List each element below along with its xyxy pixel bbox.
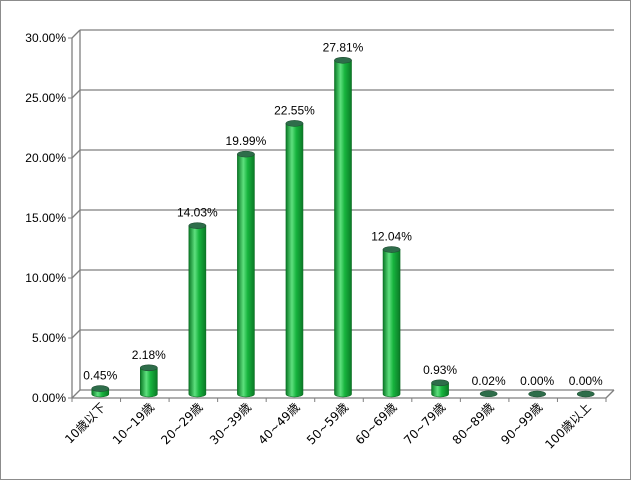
- data-label: 0.45%: [83, 369, 117, 383]
- x-category-label: 100歳以上: [542, 400, 594, 452]
- x-category-label: 40~49歳: [255, 400, 302, 447]
- x-category-label: 10歳以下: [62, 400, 108, 446]
- gridline-side: [71, 89, 81, 99]
- bar-body: [382, 249, 401, 398]
- data-label: 2.18%: [132, 348, 166, 362]
- bar: [528, 390, 546, 398]
- x-axis-category-labels: 10歳以下 10~19歳 20~29歳 30~39歳 40~49歳 50~59歳 60~69…: [62, 400, 594, 452]
- bar: [91, 385, 110, 398]
- gridline-side: [71, 269, 81, 279]
- bar: [140, 364, 158, 398]
- bar-top-cap: [528, 390, 546, 398]
- gridline-side: [71, 389, 81, 399]
- bar: [334, 56, 352, 398]
- bar-top-cap: [431, 379, 449, 387]
- y-tick-label: 10.00%: [25, 271, 66, 285]
- data-label: 0.02%: [472, 374, 506, 388]
- bar: [285, 120, 304, 398]
- bar-body: [140, 367, 158, 398]
- bar-top-cap: [91, 385, 110, 392]
- x-category-label: 50~59歳: [304, 400, 351, 447]
- gridline-side: [71, 29, 81, 39]
- axes: [68, 30, 615, 402]
- y-tick-label: 30.00%: [25, 31, 66, 45]
- y-tick-label: 15.00%: [25, 211, 66, 225]
- gridline-side: [71, 149, 81, 159]
- bar-top-cap: [285, 120, 304, 127]
- bar-top-cap: [576, 390, 595, 398]
- bar-top-cap: [237, 150, 255, 158]
- bar-top-cap: [479, 390, 498, 398]
- x-category-label: 70~79歳: [401, 400, 448, 447]
- data-label: 22.55%: [274, 103, 315, 117]
- data-label: 0.00%: [569, 374, 603, 388]
- x-category-label: 90~99歳: [498, 400, 545, 447]
- bar: [382, 246, 401, 398]
- bar-body: [285, 123, 304, 398]
- data-label: 0.00%: [520, 374, 554, 388]
- bar-body: [237, 153, 255, 398]
- bar-top-cap: [140, 364, 158, 372]
- data-label: 12.04%: [371, 230, 412, 244]
- bar: [576, 390, 595, 398]
- bar: [431, 379, 449, 398]
- bar-top-cap: [188, 222, 207, 229]
- data-label: 19.99%: [226, 134, 267, 148]
- data-labels: 0.45% 2.18% 14.03% 19.99% 22.55% 27.81% 12.04%…: [83, 40, 603, 388]
- y-tick-label: 20.00%: [25, 151, 66, 165]
- bar: [188, 222, 207, 398]
- bar-body: [188, 225, 207, 398]
- bar-top-cap: [334, 56, 352, 64]
- floor-right-edge: [605, 389, 615, 399]
- gridline-side: [71, 329, 81, 339]
- x-category-label: 60~69歳: [353, 400, 400, 447]
- bar: [237, 150, 255, 398]
- bars: [91, 56, 595, 398]
- x-category-label: 80~89歳: [450, 400, 497, 447]
- bar: [479, 390, 498, 398]
- bar-body: [431, 382, 449, 398]
- x-category-label: 30~39歳: [207, 400, 254, 447]
- gridline-side: [71, 209, 81, 219]
- x-category-label: 10~19歳: [110, 400, 157, 447]
- x-category-label: 20~29歳: [158, 400, 205, 447]
- data-label: 14.03%: [177, 206, 218, 220]
- y-tick-label: 25.00%: [25, 91, 66, 105]
- y-axis-tick-labels: 0.00% 5.00% 10.00% 15.00% 20.00% 25.00% 30.00%: [25, 31, 66, 405]
- y-tick-label: 5.00%: [32, 331, 66, 345]
- data-label: 27.81%: [323, 40, 364, 54]
- y-tick-label: 0.00%: [32, 391, 66, 405]
- bar-body: [334, 59, 352, 398]
- data-label: 0.93%: [423, 363, 457, 377]
- bar-top-cap: [382, 246, 401, 253]
